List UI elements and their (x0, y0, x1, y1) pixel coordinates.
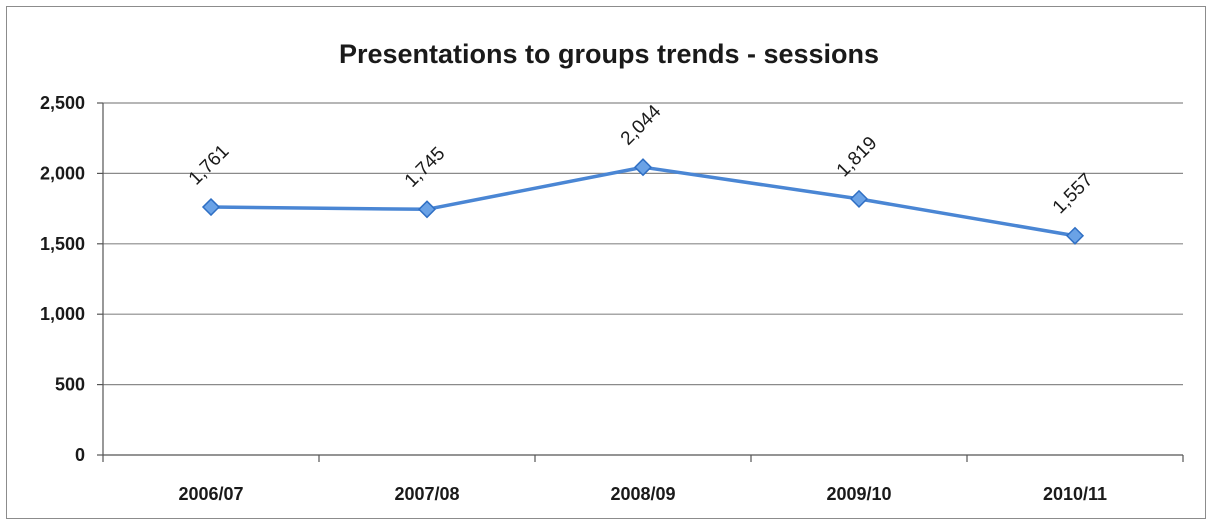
x-tick-label: 2006/07 (178, 484, 243, 504)
data-point-marker (1065, 226, 1085, 245)
series-line (210, 165, 1076, 238)
axes (97, 102, 1184, 462)
y-tick-label: 2,500 (40, 93, 85, 113)
chart-frame (6, 6, 1206, 519)
y-tick-label: 1,000 (40, 304, 85, 324)
y-tick-label: 500 (55, 375, 85, 395)
data-label: 1,745 (401, 143, 449, 191)
data-label: 1,557 (1049, 170, 1097, 218)
data-point-marker (849, 189, 869, 208)
x-tick-label: 2007/08 (394, 484, 459, 504)
gridlines (103, 102, 1183, 386)
series-line-path (210, 165, 1076, 238)
data-point-marker (201, 197, 221, 217)
data-point-marker (633, 158, 653, 177)
data-label: 1,761 (185, 141, 233, 189)
y-tick-label: 0 (75, 445, 85, 465)
y-tick-label: 1,500 (40, 234, 85, 254)
series-markers (201, 158, 1085, 245)
y-tick-label: 2,000 (40, 163, 85, 183)
y-axis-tick-labels: 0 500 1,000 1,500 2,000 2,500 (40, 93, 85, 465)
data-label: 2,044 (617, 101, 666, 150)
x-tick-label: 2010/11 (1043, 484, 1107, 504)
chart-title: Presentations to groups trends - session… (339, 39, 879, 69)
x-tick-label: 2009/10 (826, 484, 891, 504)
x-tick-label: 2008/09 (610, 484, 675, 504)
data-point-marker (417, 200, 437, 219)
x-axis-tick-labels: 2006/07 2007/08 2008/09 2009/10 2010/11 (178, 484, 1107, 504)
